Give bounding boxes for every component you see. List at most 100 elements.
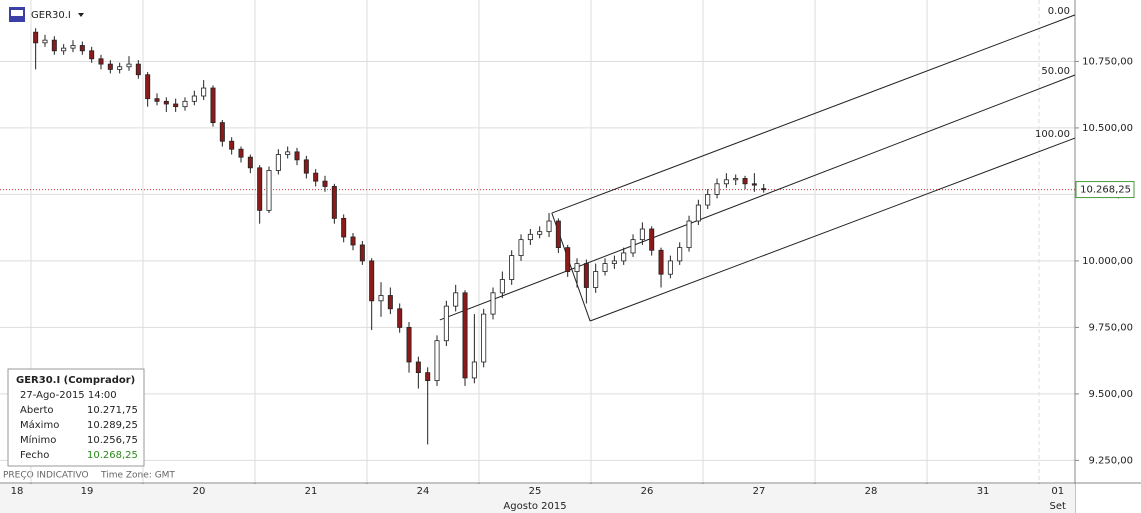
x-tick-label: 01 <box>1051 486 1064 497</box>
info-title: GER30.I (Comprador) <box>16 375 135 386</box>
dropdown-arrow <box>78 13 84 17</box>
candle-body <box>415 361 421 374</box>
x-tick-label: 24 <box>417 486 430 497</box>
candle-body <box>238 148 244 158</box>
candle-body <box>518 239 524 256</box>
candle-body <box>537 231 543 235</box>
candle-body <box>107 63 113 70</box>
candle-body <box>555 220 561 249</box>
candle-body <box>173 103 179 108</box>
candle-body <box>742 178 748 185</box>
candle-body <box>331 186 337 219</box>
candle-body <box>341 217 347 238</box>
info-row-label: Máximo <box>20 419 59 431</box>
candle-body <box>677 247 683 262</box>
candle-body <box>630 239 636 254</box>
candle-body <box>723 179 729 185</box>
pitchfork-level-label: 100.00 <box>1035 129 1070 140</box>
candle-body <box>761 188 767 191</box>
candle-body <box>583 263 589 288</box>
candle-body <box>275 154 281 171</box>
candle-body <box>285 151 291 155</box>
candle-body <box>499 279 505 294</box>
axis-band <box>0 484 1075 513</box>
info-row-value: 10.289,25 <box>87 420 138 431</box>
candle-body <box>667 260 673 275</box>
candle-body <box>303 159 309 174</box>
candle-body <box>51 39 57 52</box>
footer-note: Time Zone: GMT <box>100 471 175 481</box>
candle-body <box>406 327 412 363</box>
candle-body <box>33 31 39 44</box>
candle-body <box>294 151 300 161</box>
candle-body <box>369 260 375 302</box>
candle-body <box>201 87 207 97</box>
candle-body <box>453 292 459 307</box>
candle-body <box>266 170 272 211</box>
candle-body <box>733 178 739 181</box>
candle-body <box>695 204 701 222</box>
info-row-value: 10.271,75 <box>87 405 138 416</box>
last-price-label: 10.268,25 <box>1080 185 1131 196</box>
info-row-value: 10.256,75 <box>87 435 138 446</box>
candle-body <box>546 220 552 233</box>
candle-body <box>527 233 533 241</box>
y-tick-label: 9.250,00 <box>1088 455 1133 466</box>
pitchfork-line <box>439 74 1076 321</box>
candle-body <box>621 252 627 262</box>
candle-body <box>434 340 440 382</box>
candle-body <box>70 45 76 49</box>
symbol-label: GER30.I <box>31 10 71 21</box>
candle-body <box>509 255 515 280</box>
candle-body <box>602 263 608 272</box>
candle-body <box>191 95 197 102</box>
candle-body <box>79 45 85 52</box>
candle-body <box>705 194 711 206</box>
candle-body <box>163 100 169 105</box>
pitchfork-level-label: 0.00 <box>1048 6 1070 17</box>
info-row-label: Aberto <box>20 405 54 416</box>
y-tick-label: 10.750,00 <box>1082 56 1133 67</box>
candle-body <box>229 140 235 150</box>
candle-body <box>565 247 571 272</box>
candle-body <box>658 249 664 275</box>
month-label: Agosto 2015 <box>503 501 566 512</box>
symbol-selector[interactable]: GER30.I <box>9 7 84 22</box>
candle-body <box>471 361 477 379</box>
candle-body <box>42 39 48 44</box>
candle-body <box>425 372 431 382</box>
candle-body <box>350 236 356 246</box>
candle-body <box>378 295 384 302</box>
candle-body <box>89 50 95 60</box>
candle-body <box>322 180 328 187</box>
x-tick-label: 27 <box>753 486 766 497</box>
candle-body <box>145 74 151 100</box>
candle-body <box>686 220 692 249</box>
y-tick-label: 10.000,00 <box>1082 256 1133 267</box>
candle-body <box>593 271 599 288</box>
info-row-label: Fecho <box>20 450 49 461</box>
candle-body <box>751 183 757 186</box>
candle-body <box>443 305 449 342</box>
candle-body <box>154 98 160 102</box>
pitchfork-line <box>589 137 1076 322</box>
candle-body <box>481 313 487 363</box>
x-tick-label: 26 <box>641 486 654 497</box>
candle-body <box>98 58 104 65</box>
candle-body <box>210 87 216 124</box>
month-label: Set <box>1050 501 1067 512</box>
x-tick-label: 19 <box>81 486 94 497</box>
candles <box>33 28 767 445</box>
candle-body <box>397 308 403 328</box>
footer-note: PREÇO INDICATIVO <box>3 471 89 481</box>
candle-body <box>219 122 225 142</box>
candle-body <box>359 244 365 262</box>
candle-body <box>313 172 319 182</box>
candle-body <box>182 100 188 108</box>
info-box <box>7 368 145 467</box>
x-tick-label: 31 <box>977 486 990 497</box>
symbol-icon-detail <box>11 10 23 16</box>
info-panel: GER30.I (Comprador) 27-Ago-2015 14:00 Ab… <box>7 368 145 467</box>
candle-body <box>387 295 393 310</box>
